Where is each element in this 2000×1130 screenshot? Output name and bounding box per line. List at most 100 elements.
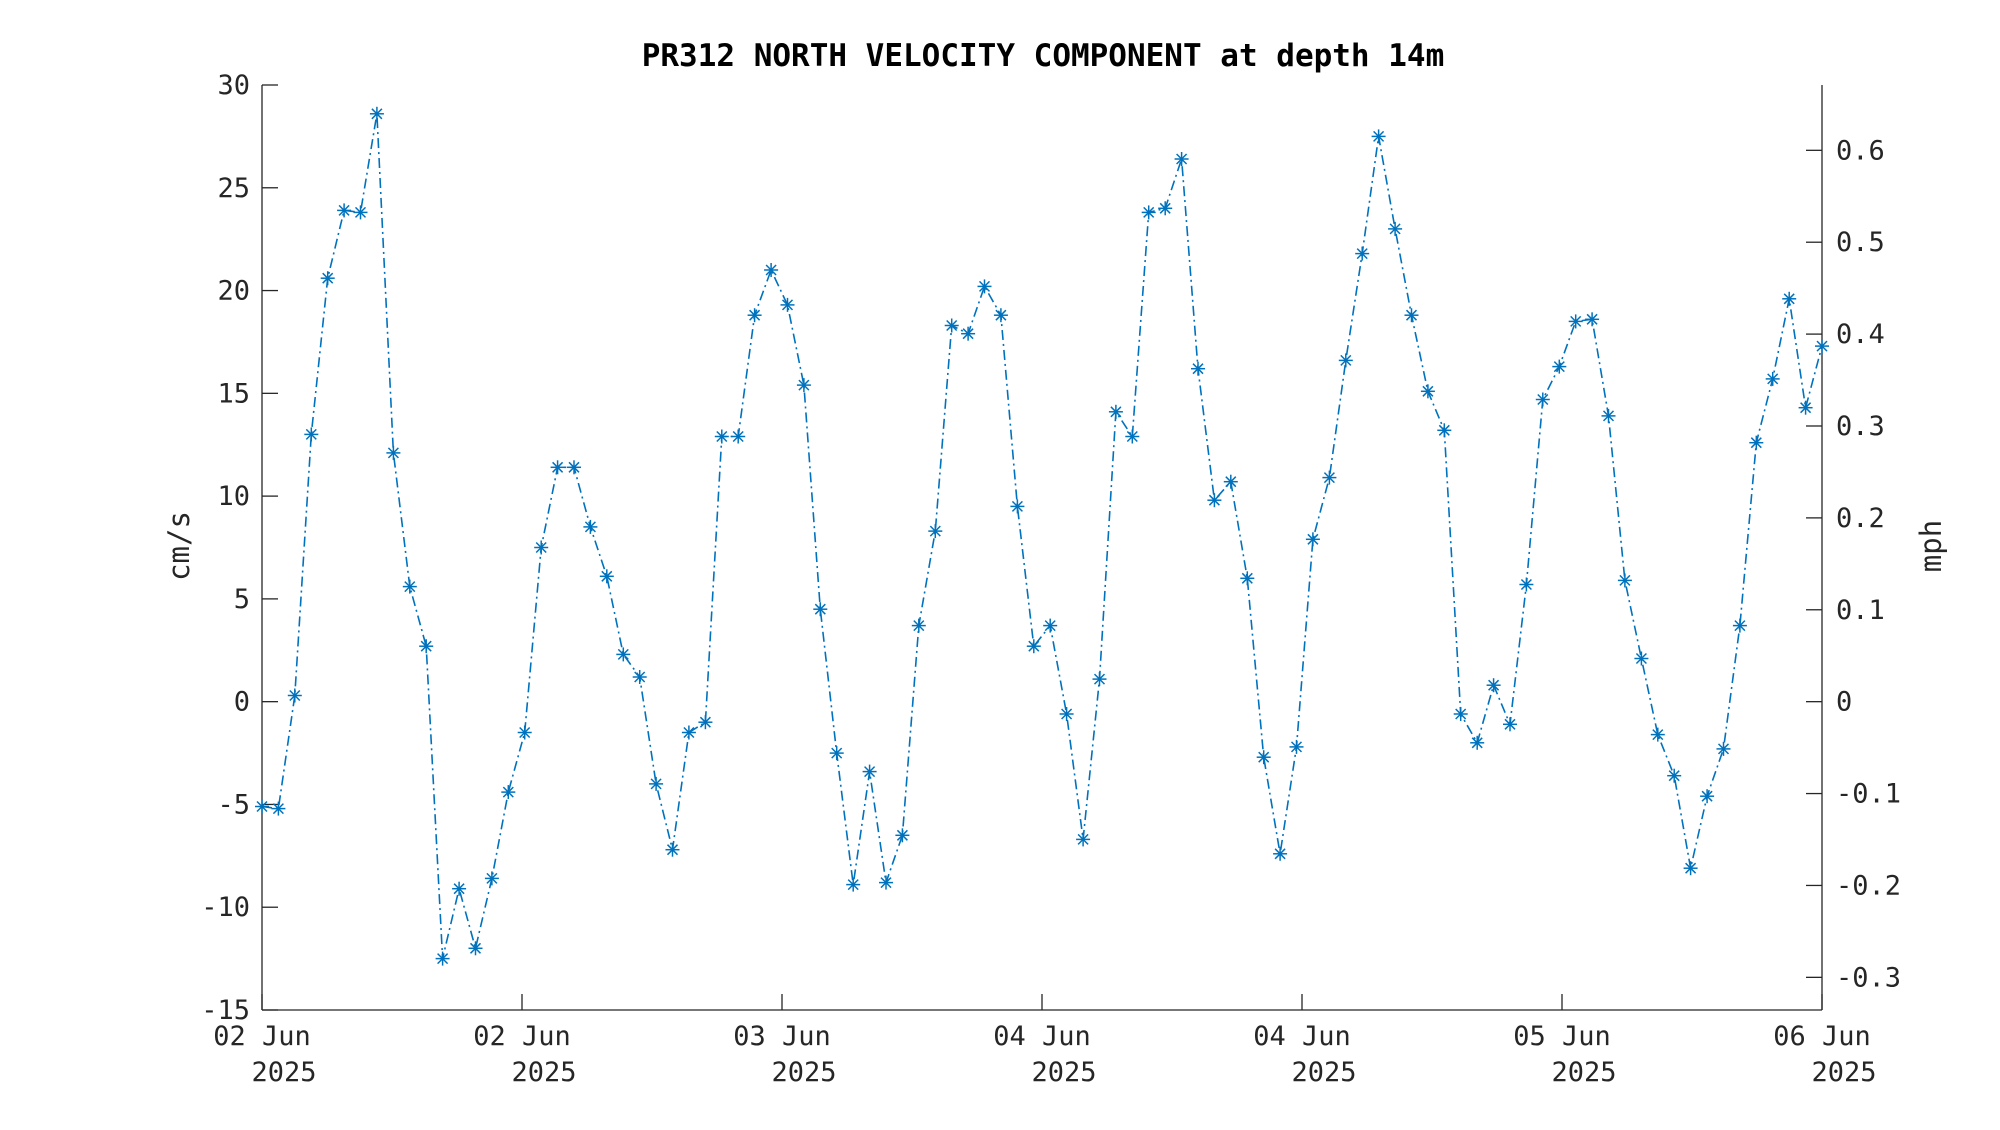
asterisk-stroke bbox=[1208, 494, 1220, 506]
asterisk-stroke bbox=[371, 108, 383, 120]
right-y-axis: -0.3 -0.2 -0.1 0 0.1 0.2 0.3 0.4 0.5 0.6 bbox=[1806, 135, 1901, 993]
data-point bbox=[1125, 429, 1140, 444]
x-tick-label-year: 2025 bbox=[511, 1057, 576, 1088]
asterisk-stroke bbox=[502, 786, 514, 798]
data-point bbox=[1207, 493, 1222, 508]
data-point bbox=[681, 725, 696, 740]
data-point bbox=[534, 540, 549, 555]
data-point bbox=[1388, 221, 1403, 236]
asterisk-stroke bbox=[896, 829, 908, 841]
data-point bbox=[862, 764, 877, 779]
y-tick-label: -5 bbox=[217, 789, 250, 820]
asterisk-stroke bbox=[453, 883, 465, 895]
asterisk-stroke bbox=[683, 726, 695, 739]
right-y-tick-label: 0.5 bbox=[1836, 227, 1885, 258]
asterisk-stroke bbox=[978, 280, 991, 292]
data-point bbox=[1585, 312, 1600, 327]
data-point bbox=[435, 951, 450, 966]
data-point bbox=[698, 715, 713, 730]
data-point bbox=[911, 618, 926, 633]
data-point bbox=[1453, 707, 1468, 721]
y-tick-label: 0 bbox=[234, 687, 250, 718]
data-point bbox=[255, 799, 269, 814]
asterisk-stroke bbox=[1602, 410, 1615, 422]
asterisk-stroke bbox=[634, 671, 646, 683]
asterisk-stroke bbox=[1159, 202, 1171, 214]
asterisk-stroke bbox=[1126, 430, 1138, 443]
data-point bbox=[796, 378, 811, 393]
data-point bbox=[731, 429, 746, 444]
asterisk-stroke bbox=[1635, 652, 1647, 665]
asterisk-stroke bbox=[535, 541, 547, 554]
data-point bbox=[1273, 846, 1288, 861]
right-y-tick-label: -0.1 bbox=[1836, 779, 1901, 810]
asterisk-stroke bbox=[1077, 833, 1089, 845]
right-y-tick-label: 0.1 bbox=[1836, 595, 1885, 626]
x-tick-label-date: 02 Jun bbox=[473, 1021, 571, 1052]
x-tick-label-year: 2025 bbox=[1031, 1057, 1096, 1088]
data-point bbox=[1716, 741, 1731, 756]
asterisk-stroke bbox=[1422, 385, 1434, 397]
asterisk-stroke bbox=[1176, 153, 1188, 165]
data-point bbox=[1470, 735, 1485, 750]
asterisk-stroke bbox=[781, 299, 794, 311]
asterisk-stroke bbox=[1734, 620, 1746, 632]
asterisk-stroke bbox=[1504, 718, 1516, 730]
x-tick-label-year: 2025 bbox=[1811, 1057, 1876, 1088]
data-point bbox=[501, 785, 516, 800]
asterisk-stroke bbox=[1438, 424, 1450, 436]
data-point bbox=[1305, 532, 1320, 547]
asterisk-stroke bbox=[1143, 206, 1155, 218]
asterisk-stroke bbox=[1750, 437, 1762, 449]
asterisk-stroke bbox=[666, 844, 679, 856]
data-point bbox=[1749, 435, 1764, 450]
data-point bbox=[1634, 651, 1649, 666]
data-point bbox=[1732, 618, 1747, 633]
asterisk-stroke bbox=[272, 803, 284, 815]
asterisk-stroke bbox=[1553, 361, 1565, 373]
plot-frame bbox=[261, 85, 1823, 1011]
data-point bbox=[1798, 400, 1813, 415]
data-point bbox=[1519, 577, 1534, 592]
right-y-tick-label: 0 bbox=[1836, 687, 1852, 718]
data-point bbox=[320, 271, 335, 286]
data-point bbox=[402, 579, 417, 594]
data-point bbox=[1486, 678, 1501, 693]
x-tick-label-year: 2025 bbox=[251, 1057, 316, 1088]
data-point bbox=[764, 263, 779, 277]
data-point bbox=[287, 688, 302, 703]
asterisk-stroke bbox=[798, 379, 810, 391]
data-point bbox=[1141, 205, 1156, 220]
series-line bbox=[261, 113, 1823, 959]
asterisk-stroke bbox=[1389, 223, 1401, 235]
data-point bbox=[1010, 499, 1025, 514]
asterisk-stroke bbox=[913, 620, 925, 632]
data-point bbox=[1256, 750, 1271, 765]
y-tick-label: 25 bbox=[217, 173, 250, 204]
data-point bbox=[1289, 739, 1304, 754]
y-tick-label: 20 bbox=[217, 276, 250, 307]
right-y-tick-label: 0.2 bbox=[1836, 503, 1885, 534]
asterisk-stroke bbox=[469, 942, 482, 954]
x-tick-label-date: 03 Jun bbox=[733, 1021, 831, 1052]
x-tick-label-date: 04 Jun bbox=[1253, 1021, 1351, 1052]
asterisk-stroke bbox=[1767, 373, 1779, 385]
data-point bbox=[271, 801, 286, 816]
asterisk-stroke bbox=[354, 206, 367, 218]
data-point bbox=[1191, 361, 1205, 376]
asterisk-stroke bbox=[289, 689, 301, 702]
asterisk-stroke bbox=[420, 640, 432, 652]
asterisk-stroke bbox=[749, 309, 761, 321]
asterisk-stroke bbox=[1405, 309, 1418, 321]
data-point bbox=[1650, 727, 1665, 742]
asterisk-stroke bbox=[338, 204, 350, 216]
asterisk-stroke bbox=[1258, 751, 1270, 763]
data-point bbox=[1568, 314, 1583, 329]
x-tick-label-year: 2025 bbox=[1291, 1057, 1356, 1088]
data-point bbox=[1092, 672, 1107, 687]
asterisk-stroke bbox=[864, 766, 876, 778]
asterisk-stroke bbox=[305, 428, 317, 440]
asterisk-stroke bbox=[1093, 673, 1106, 685]
y-tick-label: -15 bbox=[201, 995, 250, 1026]
x-tick-label-year: 2025 bbox=[1551, 1057, 1616, 1088]
